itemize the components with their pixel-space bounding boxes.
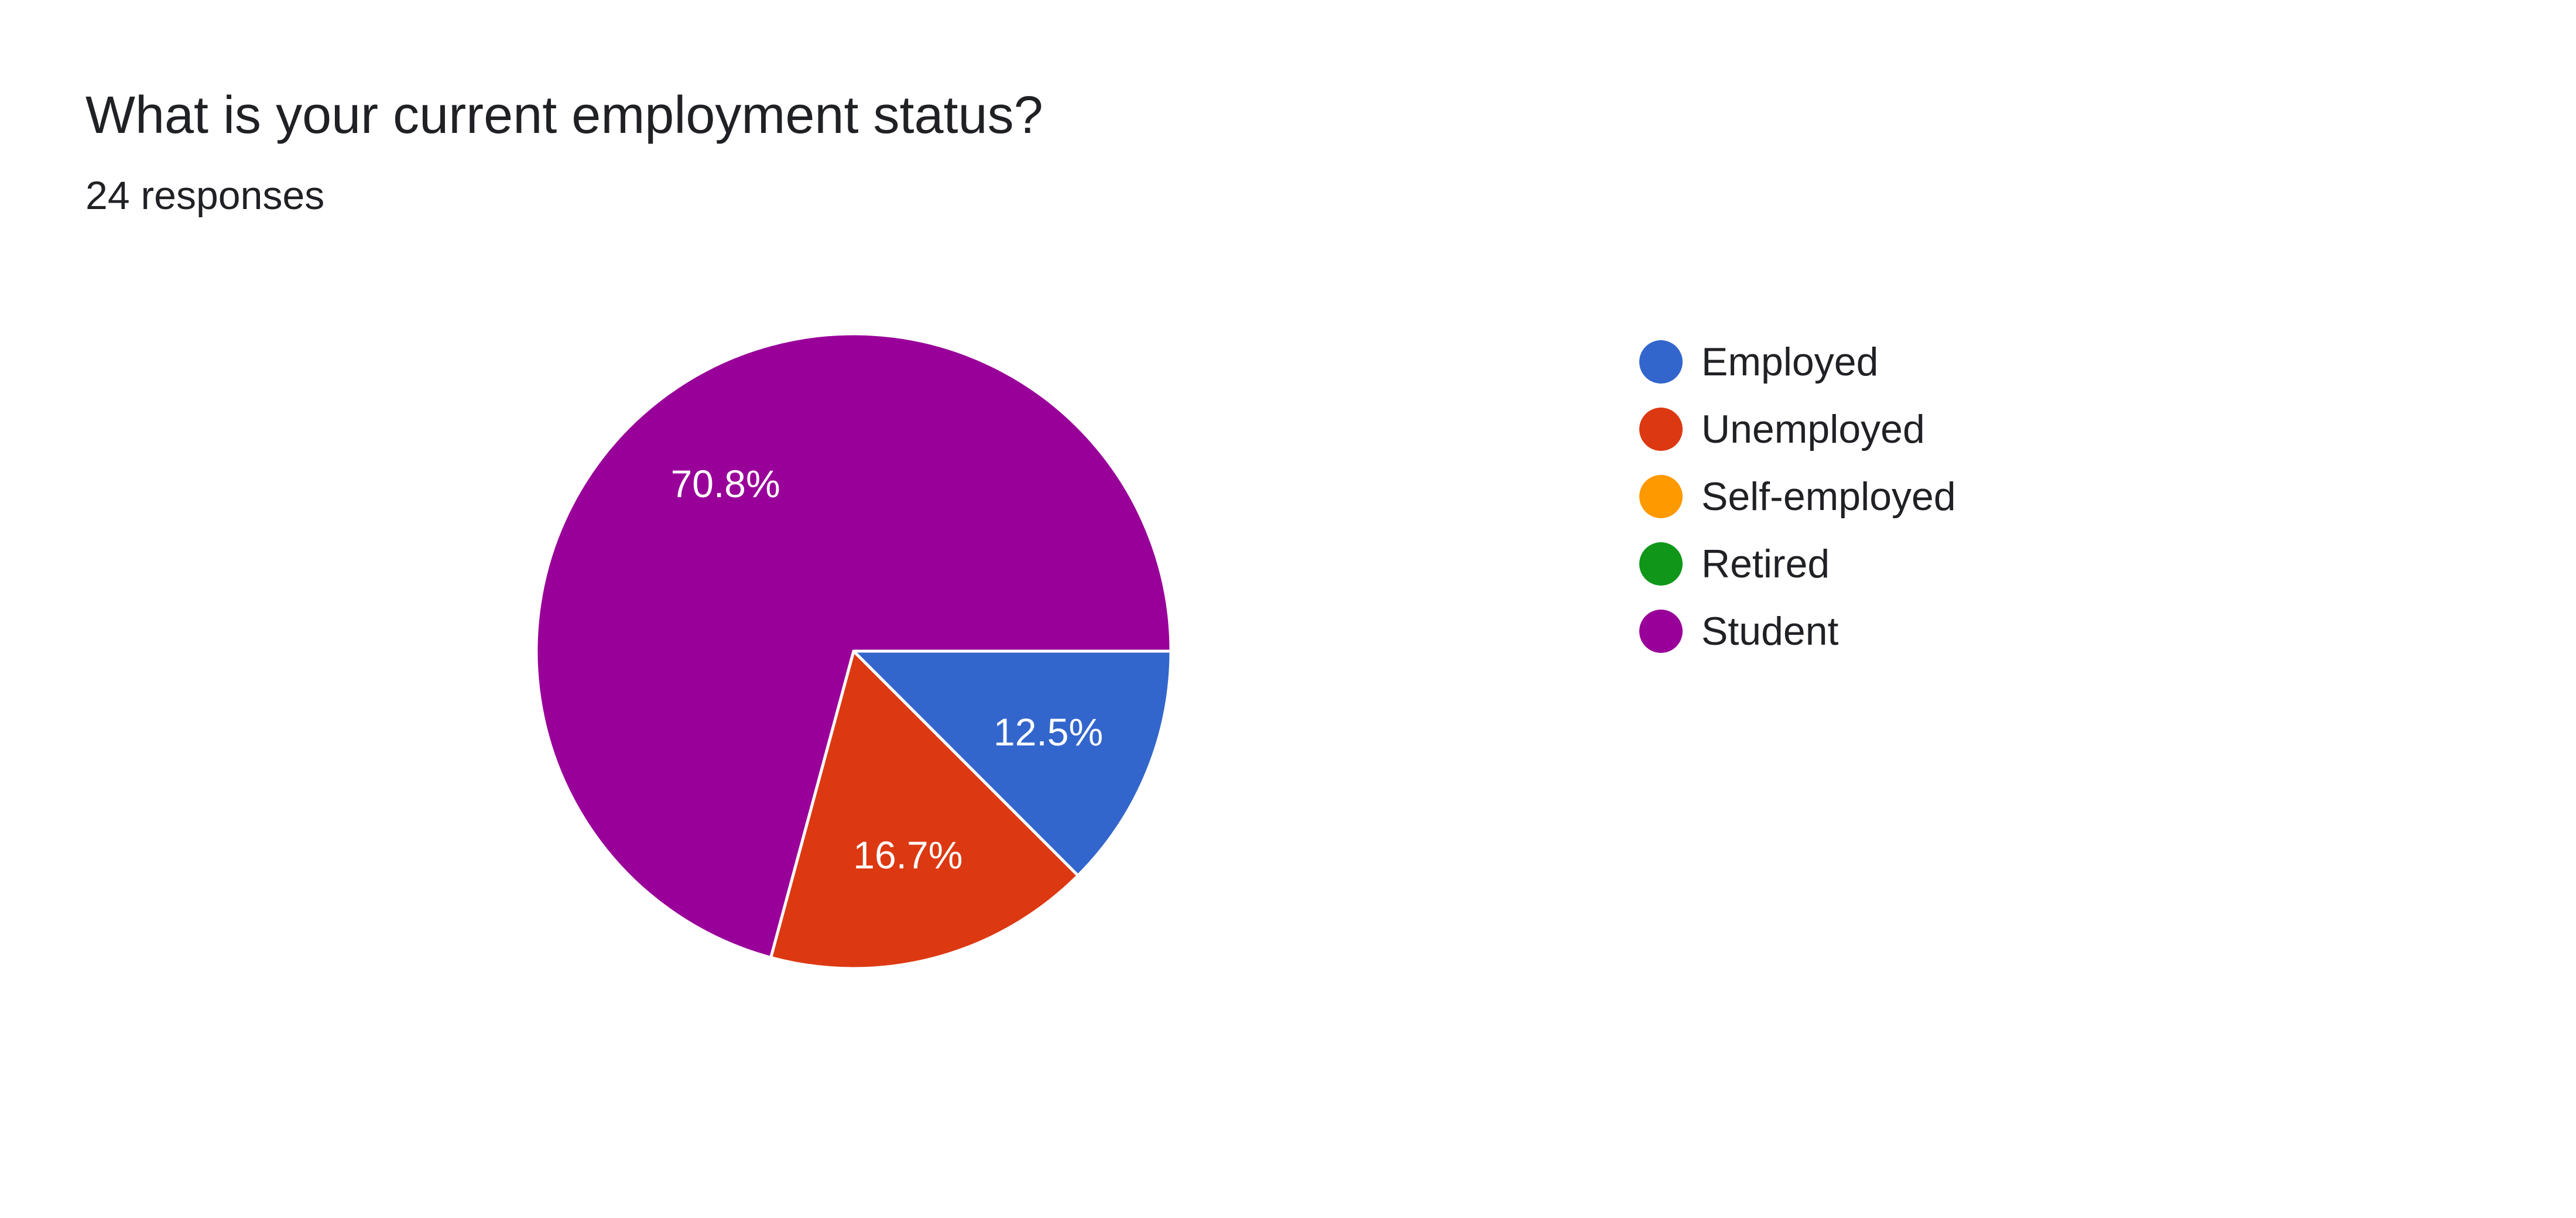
- legend-label: Student: [1701, 608, 1839, 654]
- legend-label: Retired: [1701, 541, 1830, 586]
- pie-slice-student[interactable]: [535, 332, 1173, 959]
- legend-label: Self-employed: [1701, 474, 1956, 519]
- legend-label: Unemployed: [1701, 406, 1925, 451]
- pie-slice-unemployed[interactable]: [769, 649, 1080, 970]
- chart-title: What is your current employment status?: [85, 86, 1043, 145]
- legend-swatch-icon: [1639, 542, 1683, 586]
- response-count: 24 responses: [85, 173, 325, 218]
- legend-item-student[interactable]: Student: [1639, 597, 1956, 665]
- legend-swatch-icon: [1639, 407, 1683, 451]
- legend-label: Employed: [1701, 339, 1879, 384]
- pie-slice-labels: 12.5% 16.7% 70.8%: [671, 462, 1104, 877]
- pie-slice-employed[interactable]: [852, 649, 1173, 877]
- legend-swatch-icon: [1639, 609, 1683, 653]
- legend-item-employed[interactable]: Employed: [1639, 328, 1956, 395]
- slice-label-unemployed: 16.7%: [853, 833, 962, 877]
- legend-swatch-icon: [1639, 340, 1683, 384]
- legend-item-retired[interactable]: Retired: [1639, 530, 1956, 597]
- legend: Employed Unemployed Self-employed Retired St…: [1639, 328, 1956, 665]
- legend-item-unemployed[interactable]: Unemployed: [1639, 395, 1956, 463]
- legend-item-self-employed[interactable]: Self-employed: [1639, 463, 1956, 530]
- slice-label-student: 70.8%: [671, 462, 780, 505]
- legend-swatch-icon: [1639, 474, 1683, 518]
- pie-slices: [535, 332, 1173, 970]
- slice-label-employed: 12.5%: [994, 710, 1103, 754]
